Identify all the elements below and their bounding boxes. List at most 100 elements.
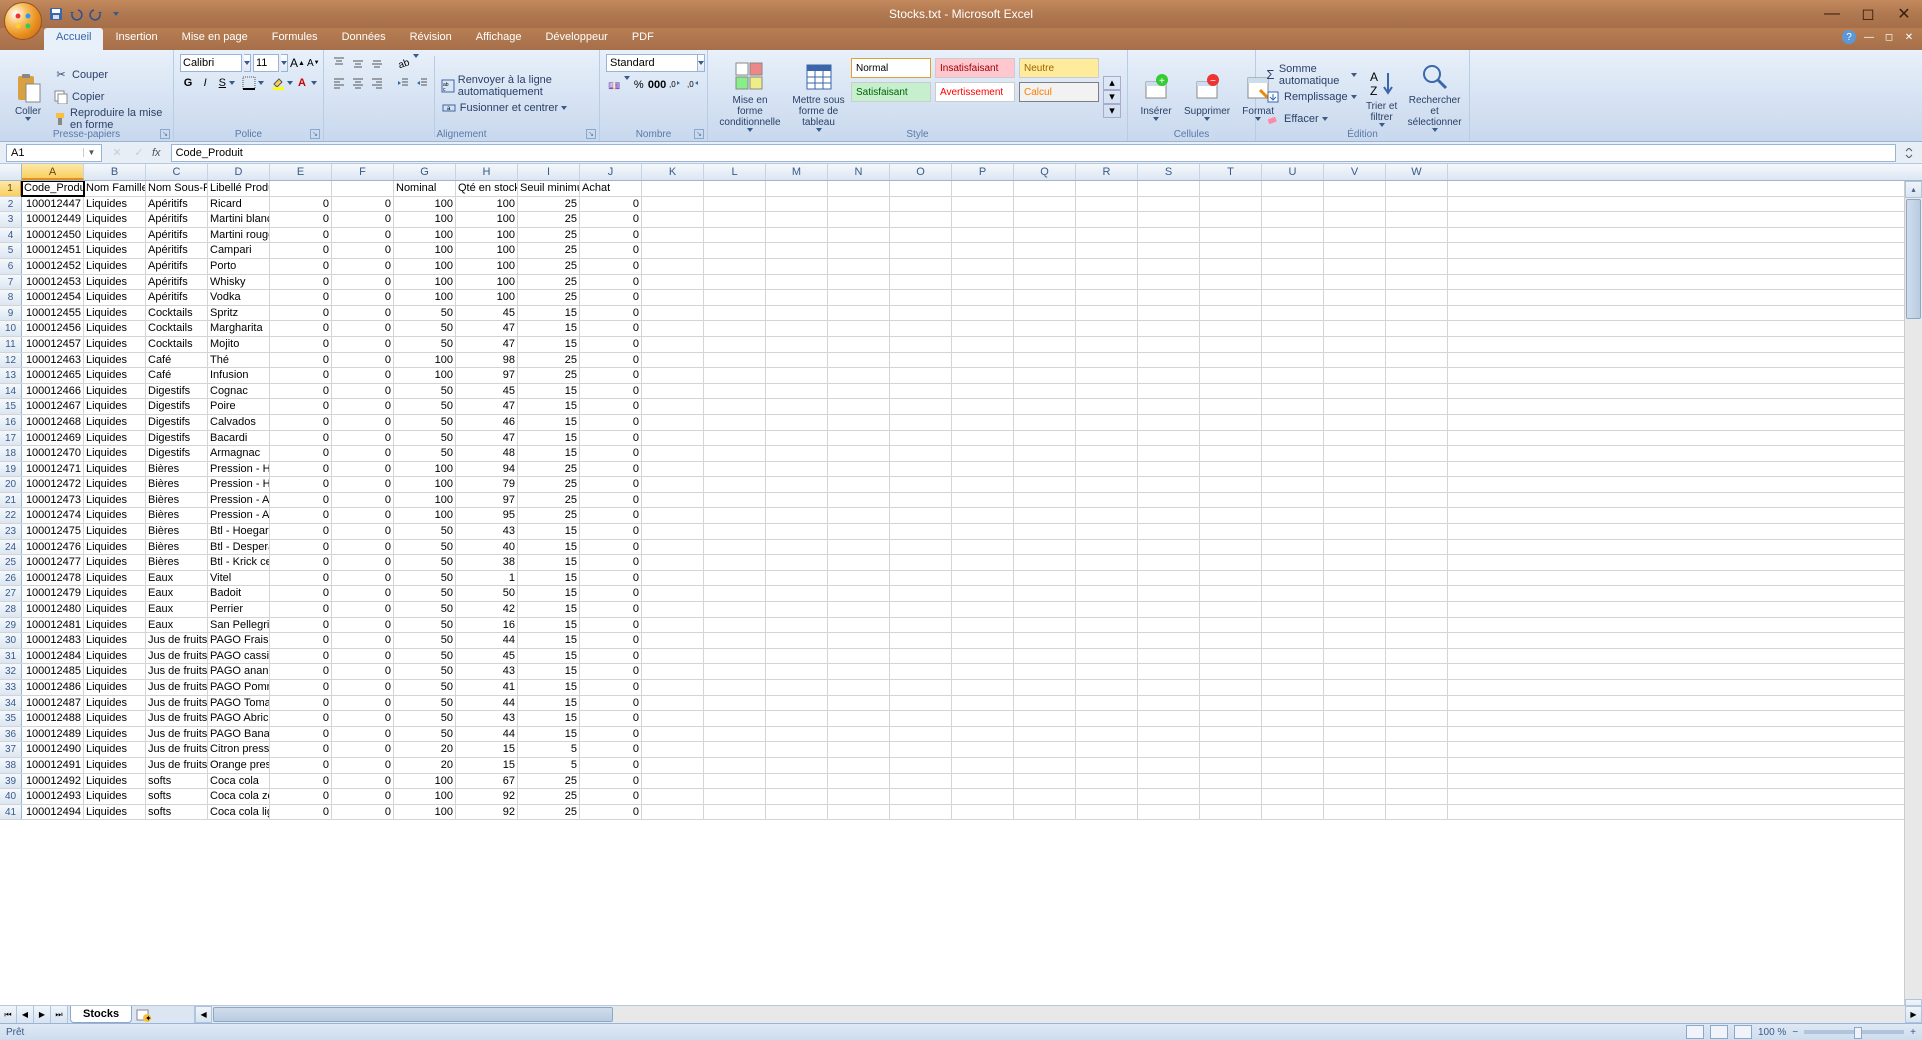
cell-Q14[interactable]	[1014, 384, 1076, 399]
cell-U1[interactable]	[1262, 181, 1324, 196]
cell-W19[interactable]	[1386, 462, 1448, 477]
row-header-23[interactable]: 23	[0, 524, 22, 539]
cell-S15[interactable]	[1138, 399, 1200, 414]
cell-W31[interactable]	[1386, 649, 1448, 664]
cell-W41[interactable]	[1386, 805, 1448, 820]
cell-F19[interactable]: 0	[332, 462, 394, 477]
cell-F11[interactable]: 0	[332, 337, 394, 352]
cell-N24[interactable]	[828, 540, 890, 555]
cell-G35[interactable]: 50	[394, 711, 456, 726]
cell-A37[interactable]: 100012490	[22, 742, 84, 757]
cell-Q38[interactable]	[1014, 758, 1076, 773]
conditional-format-button[interactable]: Mise en forme conditionnelle	[714, 52, 786, 141]
close-button[interactable]: ✕	[1890, 5, 1918, 23]
cell-N38[interactable]	[828, 758, 890, 773]
cell-V34[interactable]	[1324, 696, 1386, 711]
cell-I29[interactable]: 15	[518, 618, 580, 633]
cell-N18[interactable]	[828, 446, 890, 461]
maximize-button[interactable]: ◻	[1854, 5, 1882, 23]
col-header-T[interactable]: T	[1200, 164, 1262, 180]
redo-icon[interactable]	[88, 6, 104, 22]
cell-G24[interactable]: 50	[394, 540, 456, 555]
cell-W4[interactable]	[1386, 228, 1448, 243]
cell-O24[interactable]	[890, 540, 952, 555]
row-header-1[interactable]: 1	[0, 181, 22, 196]
cell-J41[interactable]: 0	[580, 805, 642, 820]
cell-I33[interactable]: 15	[518, 680, 580, 695]
cell-J11[interactable]: 0	[580, 337, 642, 352]
cell-H10[interactable]: 47	[456, 321, 518, 336]
cell-P2[interactable]	[952, 197, 1014, 212]
cell-H13[interactable]: 97	[456, 368, 518, 383]
cell-C13[interactable]: Café	[146, 368, 208, 383]
cell-W38[interactable]	[1386, 758, 1448, 773]
cell-D18[interactable]: Armagnac	[208, 446, 270, 461]
cell-U4[interactable]	[1262, 228, 1324, 243]
cell-N8[interactable]	[828, 290, 890, 305]
row-header-20[interactable]: 20	[0, 477, 22, 492]
cell-T30[interactable]	[1200, 633, 1262, 648]
cell-M5[interactable]	[766, 243, 828, 258]
cell-D37[interactable]: Citron pressé	[208, 742, 270, 757]
cell-A24[interactable]: 100012476	[22, 540, 84, 555]
cell-C21[interactable]: Bières	[146, 493, 208, 508]
cell-R9[interactable]	[1076, 306, 1138, 321]
cell-Q23[interactable]	[1014, 524, 1076, 539]
cell-O16[interactable]	[890, 415, 952, 430]
cell-P35[interactable]	[952, 711, 1014, 726]
cell-L28[interactable]	[704, 602, 766, 617]
cell-C31[interactable]: Jus de fruits	[146, 649, 208, 664]
mdi-minimize-icon[interactable]: —	[1862, 30, 1876, 44]
name-box-input[interactable]	[7, 147, 83, 159]
cell-W35[interactable]	[1386, 711, 1448, 726]
cell-N28[interactable]	[828, 602, 890, 617]
cell-V37[interactable]	[1324, 742, 1386, 757]
clipboard-dialog-launcher[interactable]: ↘	[160, 129, 170, 139]
cell-W13[interactable]	[1386, 368, 1448, 383]
cell-L3[interactable]	[704, 212, 766, 227]
cell-U13[interactable]	[1262, 368, 1324, 383]
cell-W23[interactable]	[1386, 524, 1448, 539]
cell-O6[interactable]	[890, 259, 952, 274]
cell-J19[interactable]: 0	[580, 462, 642, 477]
sort-filter-button[interactable]: AZTrier et filtrer	[1360, 52, 1404, 141]
cell-V3[interactable]	[1324, 212, 1386, 227]
cell-V32[interactable]	[1324, 664, 1386, 679]
cell-N16[interactable]	[828, 415, 890, 430]
cell-H24[interactable]: 40	[456, 540, 518, 555]
cell-W16[interactable]	[1386, 415, 1448, 430]
cell-K10[interactable]	[642, 321, 704, 336]
cell-M10[interactable]	[766, 321, 828, 336]
cell-V20[interactable]	[1324, 477, 1386, 492]
cell-J39[interactable]: 0	[580, 774, 642, 789]
cell-C36[interactable]: Jus de fruits	[146, 727, 208, 742]
cell-A22[interactable]: 100012474	[22, 508, 84, 523]
cell-B41[interactable]: Liquides	[84, 805, 146, 820]
font-size-dropdown[interactable]	[281, 54, 288, 72]
cell-P23[interactable]	[952, 524, 1014, 539]
col-header-N[interactable]: N	[828, 164, 890, 180]
cell-T33[interactable]	[1200, 680, 1262, 695]
cell-P14[interactable]	[952, 384, 1014, 399]
cell-I6[interactable]: 25	[518, 259, 580, 274]
cell-L17[interactable]	[704, 431, 766, 446]
cell-P16[interactable]	[952, 415, 1014, 430]
format-as-table-button[interactable]: Mettre sous forme de tableau	[786, 52, 851, 141]
scroll-up-button[interactable]: ▴	[1905, 181, 1922, 198]
cell-V29[interactable]	[1324, 618, 1386, 633]
formula-input[interactable]	[171, 144, 1896, 162]
cell-O34[interactable]	[890, 696, 952, 711]
cell-G9[interactable]: 50	[394, 306, 456, 321]
cell-W40[interactable]	[1386, 789, 1448, 804]
cell-I2[interactable]: 25	[518, 197, 580, 212]
cell-A30[interactable]: 100012483	[22, 633, 84, 648]
cell-G37[interactable]: 20	[394, 742, 456, 757]
cell-E15[interactable]: 0	[270, 399, 332, 414]
cell-O12[interactable]	[890, 353, 952, 368]
cell-K41[interactable]	[642, 805, 704, 820]
cell-D7[interactable]: Whisky	[208, 275, 270, 290]
cell-G8[interactable]: 100	[394, 290, 456, 305]
row-header-17[interactable]: 17	[0, 431, 22, 446]
cell-U38[interactable]	[1262, 758, 1324, 773]
col-header-R[interactable]: R	[1076, 164, 1138, 180]
